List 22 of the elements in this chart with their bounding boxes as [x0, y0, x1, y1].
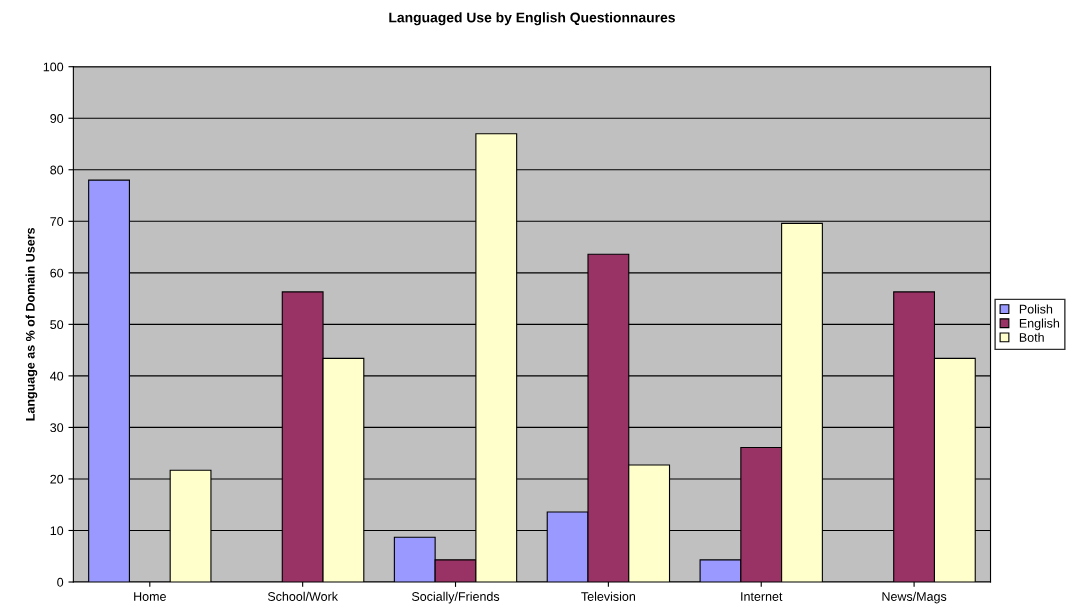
y-tick-label: 30	[50, 423, 64, 433]
y-axis-title: Language as % of Domain Users	[25, 227, 38, 421]
y-tick-label: 80	[50, 165, 64, 175]
x-tick-label: Internet	[741, 592, 783, 601]
legend-label: Polish	[1019, 304, 1053, 314]
legend-label: Both	[1019, 332, 1044, 342]
chart-title: Languaged Use by English Questionnaures	[389, 12, 675, 26]
x-tick-label: Television	[581, 591, 636, 601]
y-tick-label: 0	[57, 577, 64, 587]
y-tick-label: 100	[43, 62, 64, 72]
x-tick-label: News/Mags	[882, 591, 947, 604]
y-tick-label: 10	[50, 526, 64, 536]
x-tick-label: School/Work	[267, 591, 338, 601]
y-tick-label: 60	[50, 268, 64, 278]
x-tick-label: Socially/Friends	[411, 591, 500, 604]
y-tick-label: 90	[50, 114, 64, 123]
legend-label: English	[1019, 318, 1060, 331]
y-tick-label: 70	[50, 217, 64, 226]
x-tick-label: Home	[134, 592, 166, 601]
y-tick-label: 40	[50, 371, 64, 381]
y-tick-label: 20	[50, 474, 64, 484]
y-tick-label: 50	[50, 320, 64, 330]
